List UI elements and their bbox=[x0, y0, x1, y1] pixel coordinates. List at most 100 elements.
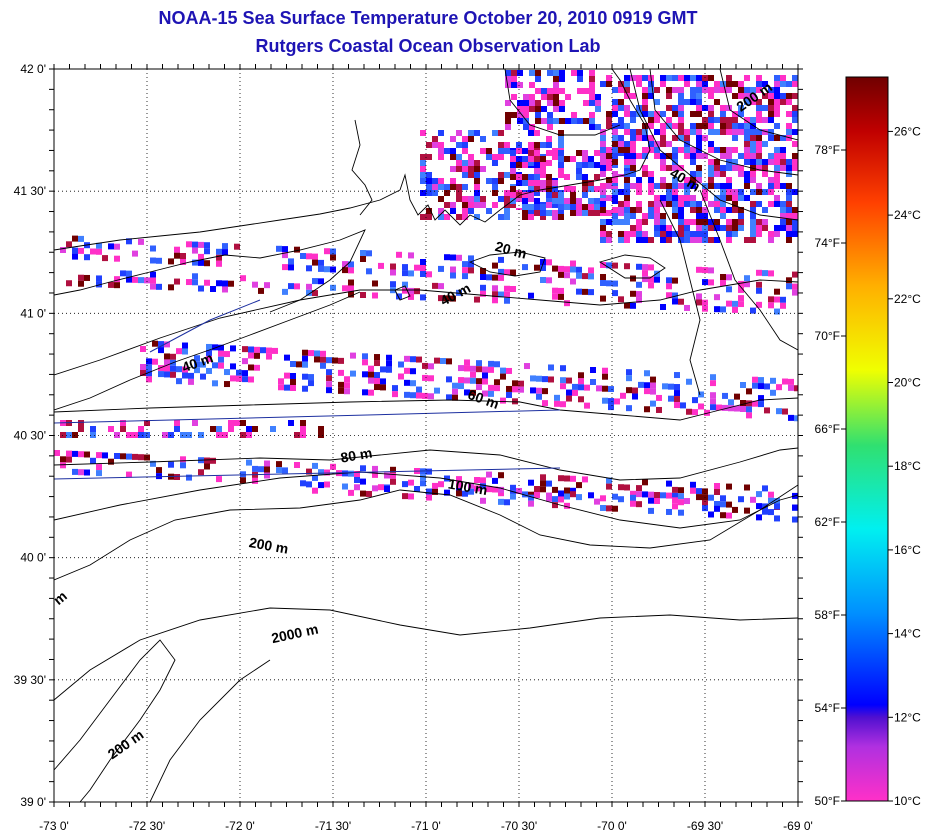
sst-pixel bbox=[198, 285, 204, 292]
sst-pixel bbox=[656, 394, 662, 401]
sst-pixel bbox=[702, 225, 708, 231]
sst-pixel bbox=[720, 171, 726, 177]
sst-pixel bbox=[788, 384, 794, 391]
sst-pixel bbox=[624, 75, 630, 81]
sst-pixel bbox=[284, 354, 290, 361]
sst-pixel bbox=[558, 168, 564, 174]
sst-pixel bbox=[636, 189, 642, 195]
sst-pixel bbox=[552, 142, 558, 148]
sst-pixel bbox=[696, 231, 702, 237]
sst-pixel bbox=[486, 178, 492, 184]
sst-pixel bbox=[606, 483, 612, 490]
sst-pixel bbox=[354, 477, 360, 483]
sst-pixel bbox=[708, 213, 714, 219]
sst-pixel bbox=[528, 192, 534, 198]
sst-pixel bbox=[762, 201, 768, 207]
sst-pixel bbox=[464, 365, 470, 372]
sst-pixel bbox=[462, 202, 468, 208]
sst-pixel bbox=[714, 505, 720, 512]
sst-pixel bbox=[750, 141, 756, 147]
sst-pixel bbox=[576, 288, 582, 295]
sst-pixel bbox=[474, 214, 480, 220]
sst-pixel bbox=[426, 178, 432, 184]
sst-pixel bbox=[624, 159, 630, 165]
sst-pixel bbox=[426, 214, 432, 220]
sst-pixel bbox=[756, 301, 762, 308]
sst-pixel bbox=[432, 190, 438, 196]
sst-pixel bbox=[571, 118, 577, 124]
sst-pixel bbox=[744, 159, 750, 165]
sst-pixel bbox=[318, 278, 324, 285]
sst-pixel bbox=[548, 370, 554, 377]
isobath-200m bbox=[54, 484, 798, 581]
sst-pixel bbox=[678, 183, 684, 189]
sst-pixel bbox=[450, 272, 456, 279]
sst-pixel bbox=[786, 99, 792, 105]
sst-pixel bbox=[780, 225, 786, 231]
sst-pixel bbox=[589, 100, 595, 106]
sst-pixel bbox=[540, 172, 546, 178]
sst-pixel bbox=[534, 162, 540, 168]
sst-pixel bbox=[456, 130, 462, 136]
sst-pixel bbox=[72, 426, 78, 432]
sst-pixel bbox=[654, 159, 660, 165]
sst-pixel bbox=[126, 432, 132, 438]
sst-pixel bbox=[642, 276, 648, 283]
sst-pixel bbox=[660, 123, 666, 129]
sst-pixel bbox=[302, 355, 308, 362]
sst-pixel bbox=[396, 293, 402, 300]
sst-pixel bbox=[660, 231, 666, 237]
sst-pixel bbox=[666, 225, 672, 231]
sst-pixel bbox=[528, 494, 534, 501]
sst-pixel bbox=[744, 484, 750, 491]
sst-pixel bbox=[420, 136, 426, 142]
sst-pixel bbox=[578, 396, 584, 403]
sst-pixel bbox=[624, 105, 630, 111]
sst-pixel bbox=[690, 177, 696, 183]
sst-pixel bbox=[326, 369, 332, 376]
sst-pixel bbox=[600, 141, 606, 147]
sst-pixel bbox=[654, 87, 660, 93]
sst-pixel bbox=[738, 280, 744, 287]
sst-pixel bbox=[642, 87, 648, 93]
sst-pixel bbox=[648, 189, 654, 195]
sst-pixel bbox=[564, 493, 570, 500]
sst-pixel bbox=[504, 285, 510, 292]
sst-pixel bbox=[516, 192, 522, 198]
sst-pixel bbox=[666, 292, 672, 299]
sst-pixel bbox=[738, 213, 744, 219]
sst-pixel bbox=[438, 208, 444, 214]
sst-pixel bbox=[690, 171, 696, 177]
sst-pixel bbox=[696, 177, 702, 183]
sst-pixel bbox=[402, 281, 408, 288]
sst-pixel bbox=[720, 165, 726, 171]
sst-pixel bbox=[732, 129, 738, 135]
sst-pixel bbox=[576, 174, 582, 180]
sst-pixel bbox=[774, 195, 780, 201]
sst-pixel bbox=[523, 100, 529, 106]
sst-pixel bbox=[589, 76, 595, 82]
lon-tick-label: -70 0' bbox=[597, 819, 627, 833]
sst-pixel bbox=[648, 282, 654, 289]
sst-pixel bbox=[654, 129, 660, 135]
sst-pixel bbox=[570, 192, 576, 198]
sst-pixel bbox=[162, 432, 168, 438]
sst-pixel bbox=[702, 305, 708, 312]
sst-pixel bbox=[738, 129, 744, 135]
sst-pixel bbox=[138, 277, 144, 284]
sst-pixel bbox=[560, 383, 566, 390]
sst-pixel bbox=[510, 168, 516, 174]
sst-pixel bbox=[168, 432, 174, 438]
sst-pixel bbox=[78, 247, 84, 254]
sst-pixel bbox=[642, 491, 648, 498]
sst-pixel bbox=[762, 171, 768, 177]
sst-pixel bbox=[774, 183, 780, 189]
sst-pixel bbox=[750, 135, 756, 141]
sst-pixel bbox=[248, 376, 254, 383]
sst-pixel bbox=[528, 184, 534, 190]
sst-pixel bbox=[738, 225, 744, 231]
sst-pixel bbox=[780, 93, 786, 99]
sst-pixel bbox=[90, 248, 96, 255]
sst-pixel bbox=[732, 189, 738, 195]
sst-pixel bbox=[648, 159, 654, 165]
